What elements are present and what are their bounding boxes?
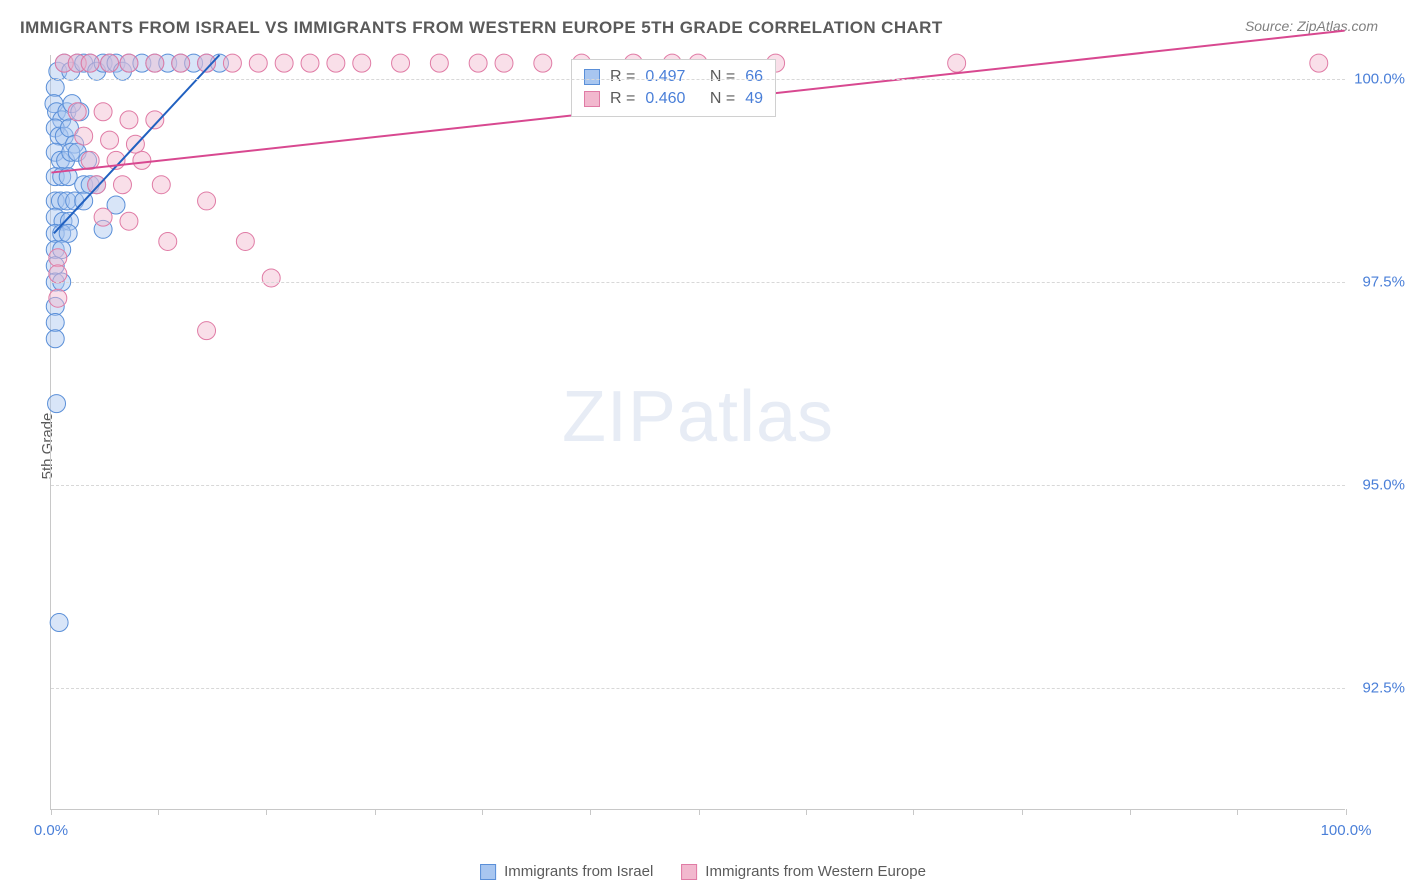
data-point [1310, 54, 1328, 72]
r-value-1: 0.497 [645, 68, 685, 86]
data-point [146, 111, 164, 129]
y-tick-label: 95.0% [1362, 477, 1405, 494]
data-point [120, 111, 138, 129]
data-point [133, 151, 151, 169]
data-point [49, 249, 67, 267]
x-tick [913, 809, 914, 815]
data-point [152, 176, 170, 194]
swatch-series2 [584, 91, 600, 107]
grid-line [51, 485, 1345, 486]
data-point [146, 54, 164, 72]
data-point [249, 54, 267, 72]
legend-item-2: Immigrants from Western Europe [681, 863, 926, 880]
source-label: Source: ZipAtlas.com [1245, 18, 1378, 34]
stats-box: R = 0.497 N = 66 R = 0.460 N = 49 [571, 59, 776, 117]
legend-item-1: Immigrants from Israel [480, 863, 653, 880]
data-point [46, 330, 64, 348]
data-point [120, 212, 138, 230]
data-point [948, 54, 966, 72]
data-point [46, 314, 64, 332]
x-tick [806, 809, 807, 815]
data-point [94, 208, 112, 226]
data-point [198, 322, 216, 340]
data-point [75, 127, 93, 145]
chart-title: IMMIGRANTS FROM ISRAEL VS IMMIGRANTS FRO… [20, 18, 943, 38]
x-tick-label-right: 100.0% [1321, 822, 1372, 839]
x-tick-label-left: 0.0% [34, 822, 68, 839]
stats-row-2: R = 0.460 N = 49 [584, 88, 763, 110]
r-label: R = [610, 90, 635, 108]
plot-area: ZIPatlas R = 0.497 N = 66 R = 0.460 N = … [50, 55, 1345, 810]
legend-swatch-2 [681, 864, 697, 880]
data-point [120, 54, 138, 72]
data-point [49, 289, 67, 307]
data-point [262, 269, 280, 287]
grid-line [51, 79, 1345, 80]
data-point [469, 54, 487, 72]
data-point [48, 395, 66, 413]
x-tick [1346, 809, 1347, 815]
data-point [534, 54, 552, 72]
x-tick [51, 809, 52, 815]
legend-label-1: Immigrants from Israel [504, 863, 653, 880]
data-point [392, 54, 410, 72]
data-point [495, 54, 513, 72]
y-tick-label: 100.0% [1354, 71, 1405, 88]
data-point [101, 54, 119, 72]
grid-line [51, 688, 1345, 689]
data-point [301, 54, 319, 72]
data-point [236, 232, 254, 250]
x-tick [266, 809, 267, 815]
x-tick [590, 809, 591, 815]
data-point [172, 54, 190, 72]
data-point [223, 54, 241, 72]
x-tick [699, 809, 700, 815]
grid-line [51, 282, 1345, 283]
legend-label-2: Immigrants from Western Europe [705, 863, 926, 880]
data-point [101, 131, 119, 149]
data-point [50, 614, 68, 632]
data-point [46, 78, 64, 96]
data-point [94, 103, 112, 121]
data-point [68, 103, 86, 121]
swatch-series1 [584, 69, 600, 85]
stats-row-1: R = 0.497 N = 66 [584, 66, 763, 88]
x-tick [1022, 809, 1023, 815]
data-point [353, 54, 371, 72]
data-point [275, 54, 293, 72]
x-tick [1130, 809, 1131, 815]
n-label: N = [710, 90, 735, 108]
y-tick-label: 97.5% [1362, 274, 1405, 291]
data-point [430, 54, 448, 72]
n-value-2: 49 [745, 90, 763, 108]
data-point [327, 54, 345, 72]
y-tick-label: 92.5% [1362, 680, 1405, 697]
x-tick [1237, 809, 1238, 815]
data-point [159, 232, 177, 250]
data-point [81, 54, 99, 72]
data-point [59, 224, 77, 242]
data-point [88, 176, 106, 194]
x-tick [158, 809, 159, 815]
plot-svg [51, 55, 1345, 809]
x-tick [375, 809, 376, 815]
r-label: R = [610, 68, 635, 86]
legend-swatch-1 [480, 864, 496, 880]
legend-bottom: Immigrants from Israel Immigrants from W… [480, 863, 926, 880]
x-tick [482, 809, 483, 815]
n-value-1: 66 [745, 68, 763, 86]
data-point [114, 176, 132, 194]
n-label: N = [710, 68, 735, 86]
data-point [49, 265, 67, 283]
r-value-2: 0.460 [645, 90, 685, 108]
data-point [198, 192, 216, 210]
